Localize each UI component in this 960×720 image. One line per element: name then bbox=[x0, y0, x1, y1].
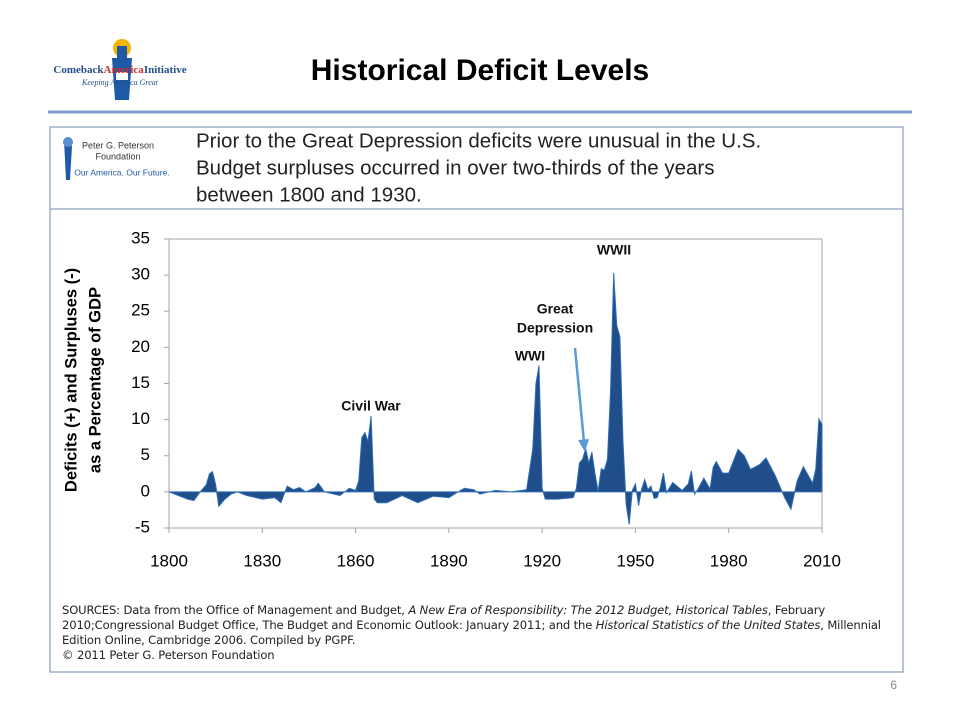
y-tick-label: 5 bbox=[141, 445, 150, 464]
panel-frame bbox=[49, 126, 904, 673]
annotation: Great bbox=[537, 301, 574, 317]
y-tick-label: 25 bbox=[131, 301, 150, 320]
page-number: 6 bbox=[890, 678, 897, 692]
caption-line: Prior to the Great Depression deficits w… bbox=[196, 129, 761, 152]
y-tick-label: 0 bbox=[141, 481, 150, 500]
source-text: The Budget and Economic Outlook: January… bbox=[262, 618, 542, 632]
annotation: Depression bbox=[517, 320, 593, 336]
annotation: Civil War bbox=[341, 398, 401, 414]
caption-line: Budget surpluses occurred in over two-th… bbox=[196, 156, 714, 179]
source-text: SOURCES: Data from the Office of Managem… bbox=[62, 603, 409, 617]
source-text: A New Era of Responsibility: The 2012 Bu… bbox=[408, 603, 768, 617]
annotation: WWII bbox=[597, 242, 631, 258]
annotation-arrow bbox=[573, 347, 586, 443]
x-tick-label: 1860 bbox=[337, 551, 375, 570]
logo-part: America bbox=[104, 64, 145, 76]
source-text: , Millennial Edition Online, Cambridge 2… bbox=[62, 618, 881, 647]
sources: SOURCES: Data from the Office of Managem… bbox=[62, 603, 892, 663]
arrow-head bbox=[578, 439, 589, 452]
slide-title: Historical Deficit Levels bbox=[311, 54, 649, 87]
x-tick-label: 1920 bbox=[523, 551, 561, 570]
logo-name: ComebackAmericaInitiative bbox=[53, 64, 186, 76]
x-tick-label: 1830 bbox=[243, 551, 281, 570]
logo-stripe bbox=[116, 72, 128, 80]
caption-line: between 1800 and 1930. bbox=[196, 183, 422, 206]
y-tick-label: 10 bbox=[131, 409, 150, 428]
source-text: , February 2010;Congressional Budget Off… bbox=[62, 603, 826, 632]
y-tick-label: -5 bbox=[135, 517, 150, 536]
peterson-name: Peter G. Peterson bbox=[82, 140, 154, 150]
logo-lamp bbox=[117, 46, 127, 58]
source-text: Historical Statistics of the United Stat… bbox=[595, 618, 821, 632]
source-text: ; and the bbox=[541, 618, 596, 632]
logo-tagline: Keeping America Great bbox=[81, 78, 159, 87]
logo-part: Initiative bbox=[144, 64, 187, 76]
y-tick-label: 30 bbox=[131, 265, 150, 284]
flame bbox=[63, 137, 73, 147]
y-tick-label: 20 bbox=[131, 337, 150, 356]
y-tick-label: 35 bbox=[131, 228, 150, 247]
x-tick-label: 1800 bbox=[150, 551, 188, 570]
y-axis-label: Deficits (+) and Surpluses (-) bbox=[62, 268, 80, 492]
peterson-logo bbox=[63, 137, 73, 180]
x-tick-label: 1980 bbox=[710, 551, 748, 570]
y-tick-label: 15 bbox=[131, 373, 150, 392]
logo bbox=[112, 39, 132, 100]
x-tick-label: 1890 bbox=[430, 551, 468, 570]
x-tick-label: 2010 bbox=[803, 551, 841, 570]
deficit-area bbox=[168, 272, 823, 525]
chart: -5 0 5 10 15 20 25 30 35 1800 1830 1860 1890 1920 1950… bbox=[131, 228, 841, 570]
source-text: © 2011 Peter G. Peterson Foundation bbox=[62, 648, 275, 662]
peterson-tagline: Our America. Our Future. bbox=[74, 167, 169, 177]
logo-part: Comeback bbox=[53, 64, 104, 76]
peterson-name: Foundation bbox=[95, 151, 140, 161]
torch bbox=[64, 140, 72, 180]
y-axis-label: as a Percentage of GDP bbox=[86, 287, 104, 473]
x-tick-label: 1950 bbox=[617, 551, 655, 570]
annotation: WWI bbox=[515, 348, 545, 364]
